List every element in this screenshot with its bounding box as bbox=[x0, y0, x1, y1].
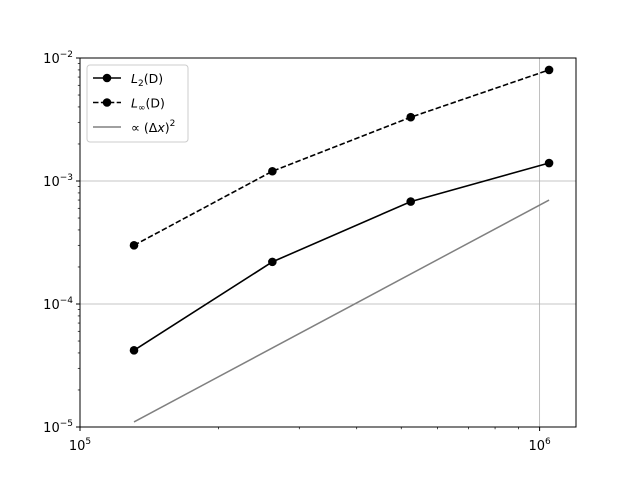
legend: L2(D) L∞(D) ∝ (Δx)2 bbox=[86, 64, 189, 143]
legend-marker-1 bbox=[102, 98, 112, 107]
legend-label-0: L2(D) bbox=[131, 71, 163, 89]
legend-marker-0 bbox=[102, 73, 112, 83]
series-layer bbox=[129, 65, 554, 423]
series-1-point-1 bbox=[268, 166, 277, 176]
series-1-point-3 bbox=[544, 65, 554, 75]
tick-labels: 10−5 10−4 10−3 10−2 105 106 bbox=[43, 50, 551, 454]
series-line-1 bbox=[133, 69, 550, 247]
y-tick-label-3: 10−2 bbox=[43, 50, 73, 67]
series-0-point-3 bbox=[544, 158, 554, 168]
series-1-point-2 bbox=[406, 112, 416, 122]
y-tick-label-0: 10−5 bbox=[43, 419, 73, 436]
series-line-0 bbox=[133, 162, 550, 352]
series-1-point-0 bbox=[129, 241, 139, 250]
legend-box bbox=[86, 64, 189, 143]
series-0-point-0 bbox=[129, 346, 139, 355]
x-tick-label-1: 106 bbox=[528, 437, 551, 454]
legend-label-1: L∞(D) bbox=[131, 96, 165, 114]
x-tick-label-0: 105 bbox=[69, 437, 91, 454]
grid-lines bbox=[80, 58, 576, 427]
axes-frame bbox=[79, 57, 577, 428]
y-tick-label-2: 10−3 bbox=[43, 173, 73, 190]
series-line-2 bbox=[133, 199, 550, 423]
y-tick-label-1: 10−4 bbox=[43, 296, 73, 313]
legend-label-2: ∝ (Δx)2 bbox=[131, 119, 175, 135]
series-0-point-2 bbox=[406, 197, 416, 206]
axes bbox=[76, 57, 577, 431]
series-0-point-1 bbox=[268, 257, 277, 267]
